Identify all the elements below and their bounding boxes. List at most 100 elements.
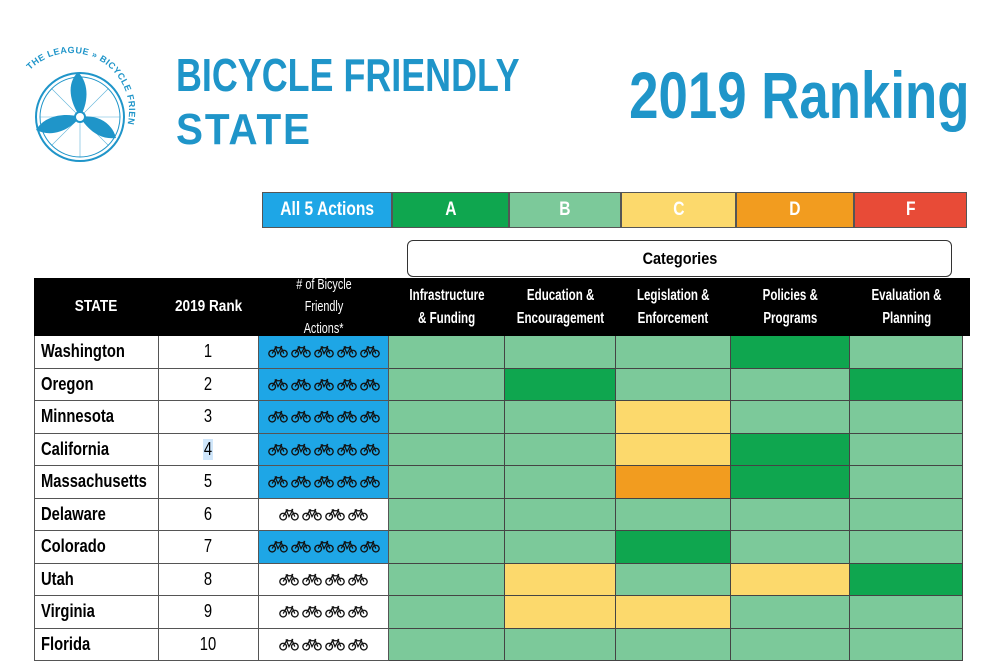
bicycle-icon [359, 443, 380, 456]
grade-cell [389, 498, 505, 531]
actions-count [259, 531, 389, 564]
grade-cell [505, 466, 616, 499]
bicycle-icon [267, 411, 288, 423]
bicycle-icon [336, 541, 357, 553]
bicycle-icon [290, 346, 311, 358]
bicycle-icon [348, 638, 368, 651]
grade-cell [731, 368, 850, 401]
grade-cell [850, 433, 963, 466]
grade-cell [505, 628, 616, 661]
grade-cell [389, 628, 505, 661]
header-state: STATE [75, 298, 118, 316]
header-actions: # of Bicycle Friendly Actions* [296, 276, 352, 337]
bicycle-wheel-logo-icon: THE LEAGUE » BICYCLE FRIENDLY AMERICA [8, 22, 137, 162]
grade-cell [505, 531, 616, 564]
grade-cell [850, 336, 963, 369]
bicycle-icon [279, 573, 299, 586]
actions-count [259, 596, 389, 629]
header-evaluation: Evaluation & Planning [871, 286, 942, 327]
table-row: Delaware 6 [34, 498, 970, 531]
actions-count [259, 498, 389, 531]
grade-cell [850, 628, 963, 661]
bicycle-icon [359, 411, 380, 423]
bicycle-icon [325, 606, 345, 618]
brand-title-line2: STATE [176, 105, 312, 154]
table-row: Utah 8 [34, 563, 970, 596]
state-rank: 1 [159, 336, 259, 369]
table-row: Colorado 7 [34, 531, 970, 564]
bicycle-icon [267, 378, 288, 391]
grade-cell [389, 368, 505, 401]
bicycle-icon [279, 606, 299, 618]
grade-cell [616, 596, 731, 629]
legend-grade-c: C [621, 192, 736, 228]
bicycle-icon [290, 443, 311, 456]
legend-all-5-actions: All 5 Actions [262, 192, 392, 228]
grade-cell [505, 563, 616, 596]
bicycle-icon [348, 573, 368, 586]
bicycle-icon [359, 378, 380, 391]
bicycle-icon [267, 346, 288, 358]
header-rank: 2019 Rank [175, 298, 243, 316]
bicycle-icon [359, 476, 380, 488]
bicycle-icon [336, 443, 357, 456]
bicycle-icon [313, 443, 334, 456]
grade-cell [616, 466, 731, 499]
table-row: Oregon 2 [34, 368, 970, 401]
table-row: Massachusetts 5 [34, 466, 970, 499]
state-name: Utah [34, 563, 159, 596]
grade-cell [389, 596, 505, 629]
state-rank: 5 [159, 466, 259, 499]
table-row: California 4 [34, 433, 970, 466]
bicycle-icon [336, 411, 357, 423]
legend-grade-a: A [392, 192, 509, 228]
state-rank: 10 [159, 628, 259, 661]
page-title: 2019 Ranking [629, 58, 970, 132]
bicycle-icon [348, 606, 368, 618]
grade-cell [731, 628, 850, 661]
state-name: Oregon [34, 368, 159, 401]
actions-count [259, 563, 389, 596]
grade-cell [616, 498, 731, 531]
state-name: California [34, 433, 159, 466]
grade-cell [616, 401, 731, 434]
grade-cell [389, 531, 505, 564]
bicycle-icon [325, 573, 345, 586]
brand-title-line1: BICYCLE FRIENDLY [176, 49, 520, 101]
grade-cell [850, 466, 963, 499]
grade-cell [616, 368, 731, 401]
bicycle-icon [290, 541, 311, 553]
state-name: Delaware [34, 498, 159, 531]
bicycle-icon [302, 508, 322, 521]
bicycle-icon [359, 346, 380, 358]
bicycle-icon [267, 443, 288, 456]
state-name: Minnesota [34, 401, 159, 434]
bicycle-icon [302, 638, 322, 651]
header-policies: Policies & Programs [762, 286, 819, 327]
grade-cell [850, 596, 963, 629]
grade-cell [850, 563, 963, 596]
actions-count [259, 466, 389, 499]
bicycle-icon [348, 508, 368, 521]
actions-count [259, 336, 389, 369]
legend-grade-d: D [736, 192, 854, 228]
bicycle-icon [359, 541, 380, 553]
grade-cell [731, 563, 850, 596]
grade-cell [731, 336, 850, 369]
bicycle-icon [313, 411, 334, 423]
state-name: Virginia [34, 596, 159, 629]
grade-cell [505, 336, 616, 369]
table-row: Washington 1 [34, 336, 970, 369]
header-legislation: Legislation & Enforcement [637, 286, 710, 327]
bicycle-icon [336, 346, 357, 358]
grade-cell [616, 563, 731, 596]
header-education: Education & Encouragement [516, 286, 605, 327]
grade-cell [389, 401, 505, 434]
state-rank: 8 [159, 563, 259, 596]
grade-cell [389, 563, 505, 596]
grade-cell [505, 433, 616, 466]
legend-grade-f: F [854, 192, 967, 228]
state-name: Florida [34, 628, 159, 661]
state-name: Washington [34, 336, 159, 369]
grade-cell [505, 401, 616, 434]
